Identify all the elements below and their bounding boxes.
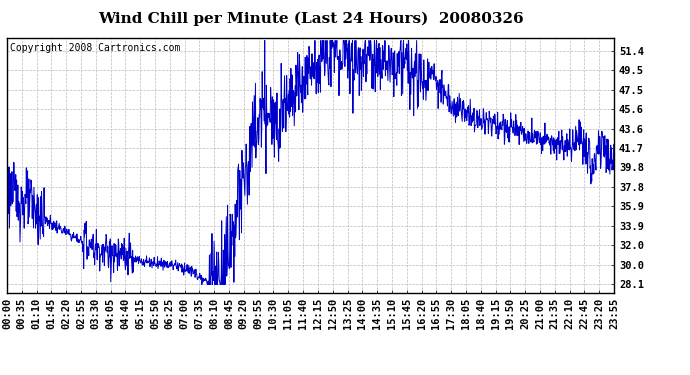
Text: Copyright 2008 Cartronics.com: Copyright 2008 Cartronics.com bbox=[10, 43, 180, 52]
Text: Wind Chill per Minute (Last 24 Hours)  20080326: Wind Chill per Minute (Last 24 Hours) 20… bbox=[98, 11, 523, 26]
